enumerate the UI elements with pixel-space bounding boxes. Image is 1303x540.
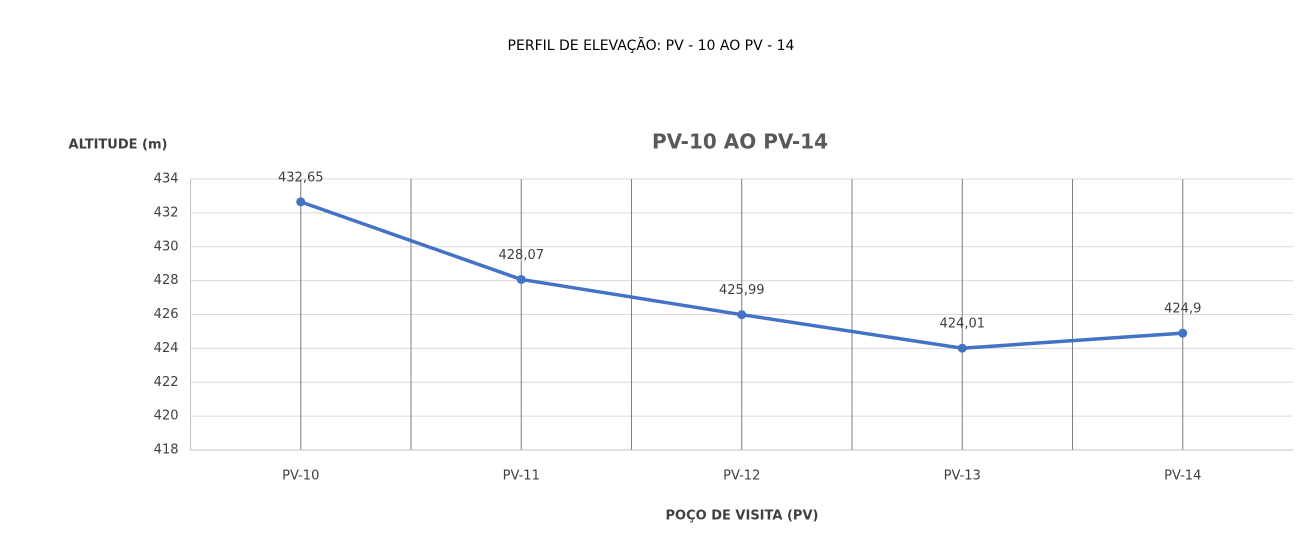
data-label: 424,9	[1164, 302, 1201, 317]
y-tick-label: 424	[154, 341, 179, 356]
y-axis-label: ALTITUDE (m)	[69, 138, 168, 153]
x-tick-label: PV-11	[503, 469, 540, 484]
x-tick-label: PV-10	[282, 469, 319, 484]
data-label: 425,99	[719, 283, 765, 298]
x-tick-label: PV-13	[944, 469, 981, 484]
page-title: PERFIL DE ELEVAÇÃO: PV - 10 AO PV - 14	[508, 37, 795, 54]
y-tick-label: 434	[154, 172, 179, 187]
data-point	[1178, 328, 1188, 338]
x-axis-label: POÇO DE VISITA (PV)	[666, 509, 819, 524]
data-point	[296, 197, 306, 207]
data-label: 428,07	[499, 248, 545, 263]
x-tick-label: PV-12	[723, 469, 760, 484]
data-point	[737, 310, 747, 320]
y-tick-label: 420	[154, 409, 179, 424]
x-tick-label: PV-14	[1164, 469, 1201, 484]
y-tick-label: 426	[154, 307, 179, 322]
y-tick-label: 418	[154, 443, 179, 458]
y-tick-label: 428	[154, 273, 179, 288]
chart-title: PV-10 AO PV-14	[652, 130, 828, 154]
y-tick-label: 422	[154, 375, 179, 390]
data-point	[957, 343, 967, 353]
y-tick-label: 430	[154, 239, 179, 254]
data-label: 432,65	[278, 170, 324, 185]
data-point	[516, 274, 526, 284]
y-tick-label: 432	[154, 205, 179, 220]
data-label: 424,01	[940, 317, 986, 332]
